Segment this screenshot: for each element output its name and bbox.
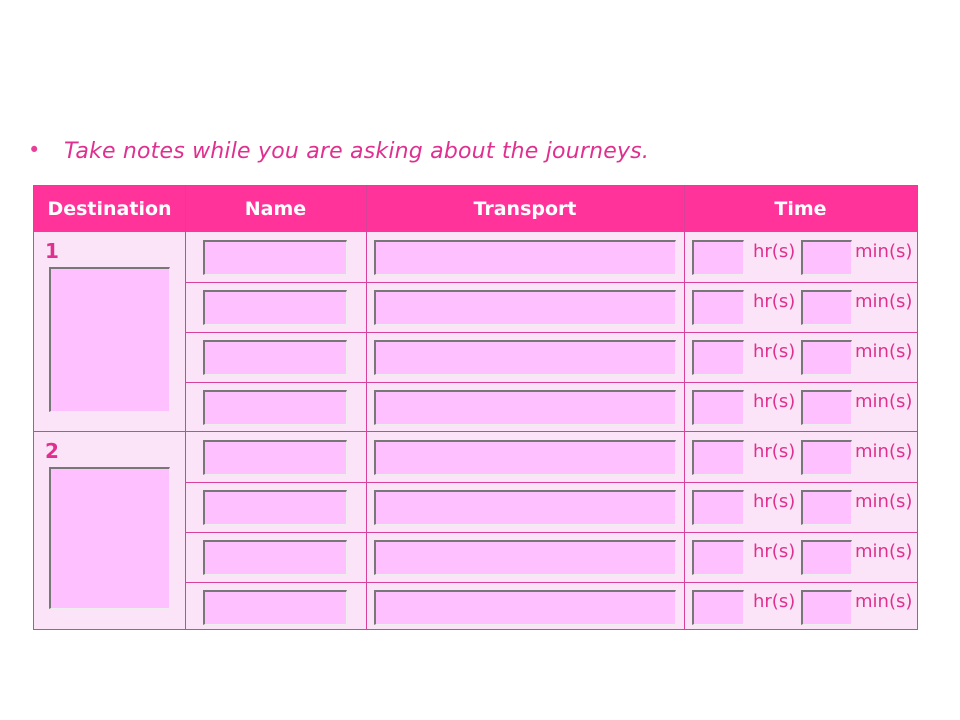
row-divider [185,282,918,283]
name-input[interactable] [203,440,347,475]
name-input[interactable] [203,590,347,625]
hours-label: hr(s) [753,441,796,462]
name-input[interactable] [203,390,347,425]
header-name: Name [185,186,366,232]
name-input[interactable] [203,490,347,525]
header-destination: Destination [34,186,185,232]
hours-input[interactable] [692,540,744,575]
hours-label: hr(s) [753,341,796,362]
minutes-input[interactable] [801,340,852,375]
transport-input[interactable] [374,440,676,475]
row-divider [185,332,918,333]
hours-input[interactable] [692,590,744,625]
hours-label: hr(s) [753,491,796,512]
header-transport: Transport [366,186,684,232]
row-divider [185,532,918,533]
minutes-input[interactable] [801,290,852,325]
hours-input[interactable] [692,490,744,525]
row-divider [185,582,918,583]
minutes-label: min(s) [855,541,913,562]
transport-input[interactable] [374,590,676,625]
hours-label: hr(s) [753,541,796,562]
hours-input[interactable] [692,340,744,375]
hours-input[interactable] [692,290,744,325]
hours-input[interactable] [692,440,744,475]
group-divider [34,431,918,432]
row-divider [185,482,918,483]
column-divider [684,186,685,630]
name-input[interactable] [203,240,347,275]
name-input[interactable] [203,290,347,325]
destination-number: 1 [45,239,59,263]
transport-input[interactable] [374,340,676,375]
destination-number: 2 [45,439,59,463]
hours-label: hr(s) [753,241,796,262]
header-time: Time [684,186,917,232]
column-divider [185,186,186,630]
hours-label: hr(s) [753,591,796,612]
minutes-input[interactable] [801,240,852,275]
minutes-label: min(s) [855,241,913,262]
name-input[interactable] [203,340,347,375]
transport-input[interactable] [374,490,676,525]
transport-input[interactable] [374,540,676,575]
destination-input[interactable] [49,467,170,609]
minutes-input[interactable] [801,390,852,425]
transport-input[interactable] [374,240,676,275]
name-input[interactable] [203,540,347,575]
minutes-input[interactable] [801,540,852,575]
hours-label: hr(s) [753,391,796,412]
minutes-label: min(s) [855,391,913,412]
column-divider [366,186,367,630]
hours-input[interactable] [692,240,744,275]
minutes-label: min(s) [855,591,913,612]
minutes-label: min(s) [855,341,913,362]
destination-input[interactable] [49,267,170,412]
minutes-label: min(s) [855,441,913,462]
hours-label: hr(s) [753,291,796,312]
bullet: • [28,138,41,162]
instruction-text: Take notes while you are asking about th… [64,139,650,164]
transport-input[interactable] [374,290,676,325]
minutes-input[interactable] [801,440,852,475]
minutes-label: min(s) [855,491,913,512]
row-divider [185,382,918,383]
minutes-label: min(s) [855,291,913,312]
minutes-input[interactable] [801,590,852,625]
transport-input[interactable] [374,390,676,425]
minutes-input[interactable] [801,490,852,525]
hours-input[interactable] [692,390,744,425]
